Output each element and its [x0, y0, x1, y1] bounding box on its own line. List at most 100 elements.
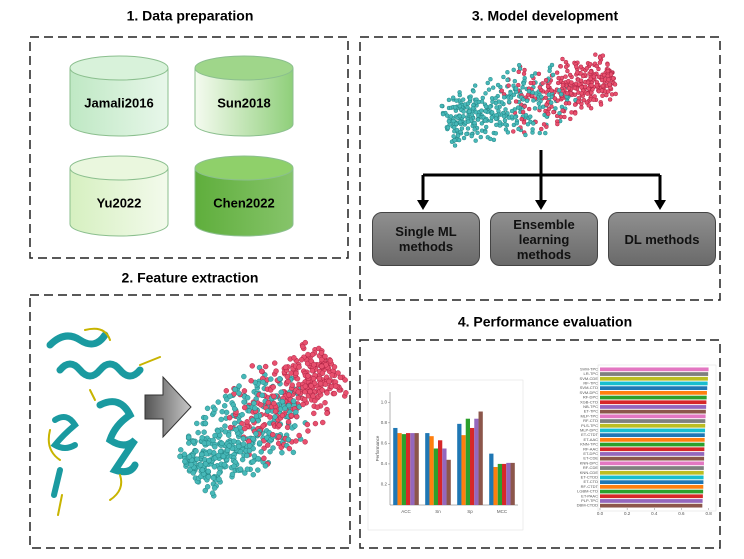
- scatter-dot: [202, 487, 208, 494]
- scatter-dot: [249, 417, 256, 423]
- scatter-dot: [452, 138, 457, 143]
- scatter-dot: [602, 72, 607, 78]
- y-tick-label: ET-CTDT: [581, 432, 598, 437]
- scatter-dot: [475, 117, 481, 122]
- scatter-dot: [291, 355, 297, 361]
- scatter-dot: [569, 80, 574, 85]
- scatter-dot: [546, 111, 551, 117]
- scatter-dot: [225, 432, 232, 438]
- scatter-dot: [311, 362, 317, 368]
- scatter-dot: [448, 114, 454, 119]
- scatter-dot: [513, 99, 519, 104]
- scatter-dot: [473, 110, 479, 115]
- y-tick-label: 0.4: [381, 461, 388, 466]
- scatter-dot: [199, 435, 205, 441]
- scatter-dot: [494, 122, 499, 128]
- method-box: Single ML methods: [372, 212, 480, 266]
- scatter-dot: [589, 83, 594, 88]
- scatter-dot: [580, 73, 586, 79]
- scatter-dot: [241, 399, 247, 405]
- scatter-dot: [520, 109, 526, 115]
- scatter-dot: [244, 419, 250, 425]
- scatter-dot: [559, 75, 565, 81]
- scatter-dot: [606, 89, 611, 94]
- scatter-dot: [506, 83, 511, 88]
- scatter-dot: [505, 70, 510, 75]
- bar: [600, 489, 704, 494]
- scatter-dot: [483, 118, 488, 123]
- scatter-dot: [521, 120, 527, 125]
- scatter-dot: [253, 431, 259, 437]
- scatter-dot: [240, 435, 247, 442]
- scatter-dot: [215, 452, 222, 459]
- scatter-dot: [292, 423, 298, 429]
- bar: [600, 470, 704, 475]
- scatter-dot: [468, 96, 473, 101]
- scatter-dot: [439, 103, 444, 109]
- panel-title: 4. Performance evaluation: [458, 314, 632, 330]
- scatter-dot: [248, 378, 254, 384]
- scatter-dot: [585, 91, 590, 96]
- scatter-dot: [304, 421, 311, 428]
- scatter-dot: [479, 121, 485, 126]
- scatter-dot: [295, 389, 302, 395]
- bar: [600, 437, 705, 442]
- scatter-dot: [591, 74, 597, 79]
- process-arrow: [144, 375, 192, 439]
- scatter-dot: [255, 455, 261, 462]
- y-tick-label: ET-CTDD: [581, 475, 598, 480]
- scatter-dot: [549, 62, 555, 68]
- scatter-dot: [241, 388, 248, 394]
- protein-structures: [46, 327, 161, 516]
- scatter-dot: [537, 130, 542, 136]
- scatter-dot: [233, 427, 239, 433]
- scatter-dot: [224, 396, 230, 403]
- scatter-dot: [511, 129, 516, 134]
- scatter-dot: [278, 389, 284, 395]
- scatter-dot: [239, 411, 245, 418]
- scatter-dot: [545, 84, 551, 89]
- bar: [465, 418, 470, 505]
- scatter-dot: [506, 99, 512, 105]
- bar: [489, 453, 494, 505]
- scatter-dot: [202, 461, 209, 467]
- scatter-dot: [267, 414, 273, 420]
- x-tick-label: Sn: [435, 509, 441, 514]
- scatter-dot: [596, 74, 601, 79]
- y-tick-label: 0.8: [381, 420, 388, 425]
- x-tick-label: ACC: [401, 509, 411, 514]
- y-tick-label: SVM-DPC: [580, 390, 599, 395]
- scatter-dot: [206, 448, 213, 455]
- scatter-dot: [521, 71, 527, 76]
- bar: [600, 367, 709, 372]
- scatter-dot: [528, 80, 533, 86]
- scatter-dot: [237, 449, 244, 455]
- scatter-dot: [505, 130, 511, 135]
- bar: [600, 372, 709, 376]
- scatter-dot: [319, 387, 326, 393]
- scatter-dot: [202, 415, 209, 421]
- scatter-dot: [322, 400, 328, 406]
- scatter-dot: [526, 106, 532, 112]
- scatter-dot: [260, 379, 266, 385]
- scatter-dot: [525, 122, 531, 127]
- bar: [600, 475, 704, 480]
- scatter-dot: [251, 453, 258, 459]
- scatter-dot: [519, 116, 524, 122]
- scatter-dot: [554, 70, 560, 75]
- scatter-dot: [285, 436, 292, 443]
- bar: [600, 400, 707, 405]
- bar: [600, 447, 705, 452]
- scatter-dot: [503, 122, 508, 127]
- scatter-dot: [302, 396, 308, 403]
- scatter-dot: [467, 109, 472, 114]
- scatter-dot: [212, 432, 218, 439]
- scatter-dot: [286, 445, 293, 452]
- scatter-dot: [586, 103, 591, 108]
- y-tick-label: PLP-TPC: [581, 498, 598, 503]
- scatter-dot: [260, 423, 266, 429]
- scatter-dot: [289, 382, 295, 388]
- scatter-dot: [440, 111, 446, 117]
- scatter-dot: [210, 475, 217, 481]
- scatter-dot: [600, 93, 605, 98]
